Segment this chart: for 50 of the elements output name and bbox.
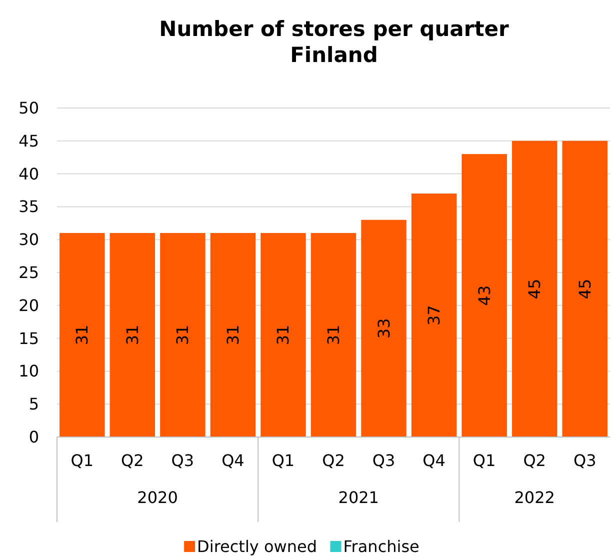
x-tick-label: Q4 xyxy=(422,451,446,470)
x-tick-label: Q3 xyxy=(372,451,396,470)
data-label: 43 xyxy=(474,285,494,306)
y-tick-label: 40 xyxy=(18,164,39,184)
x-tick-label: Q1 xyxy=(472,451,496,470)
legend-label: Directly owned xyxy=(197,537,317,556)
x-tick-label: Q3 xyxy=(573,451,596,470)
y-tick-label: 5 xyxy=(28,394,39,414)
y-tick-label: 0 xyxy=(28,428,39,446)
legend-label: Franchise xyxy=(343,537,420,556)
bar xyxy=(110,233,156,437)
y-tick-label: 50 xyxy=(18,98,39,118)
bar xyxy=(562,140,608,437)
data-label: 31 xyxy=(173,324,192,346)
bar xyxy=(60,233,105,437)
data-label: 37 xyxy=(424,305,444,326)
y-tick-label: 45 xyxy=(18,131,39,150)
y-tick-label: 35 xyxy=(18,197,39,216)
y-tick-label: 20 xyxy=(18,296,39,315)
bar xyxy=(160,233,206,437)
bar xyxy=(210,233,256,437)
data-label: 45 xyxy=(525,278,544,300)
bar xyxy=(411,194,457,437)
data-label: 31 xyxy=(274,324,293,346)
x-tick-label: Q2 xyxy=(322,451,345,470)
data-label: 31 xyxy=(122,324,142,346)
text: 2020 xyxy=(137,488,178,507)
data-label: 45 xyxy=(575,278,594,300)
data-label: 31 xyxy=(72,324,92,346)
x-tick-label: Q1 xyxy=(272,451,295,470)
bar xyxy=(310,233,356,437)
bar xyxy=(512,140,558,437)
x-tick-label: Q3 xyxy=(171,451,194,470)
bar xyxy=(260,233,306,437)
x-tick-label: Q2 xyxy=(523,451,546,470)
bar xyxy=(462,154,507,437)
chart-title: Number of stores per quarter Finland xyxy=(159,17,510,67)
data-label: 31 xyxy=(324,324,343,346)
y-tick-label: 30 xyxy=(18,230,39,250)
x-tick-label: Q4 xyxy=(222,451,244,470)
text: 2022 xyxy=(514,488,555,507)
bar xyxy=(361,220,406,437)
y-tick-label: 25 xyxy=(18,263,39,282)
data-label: 31 xyxy=(223,324,242,346)
x-tick-label: Q1 xyxy=(70,451,94,470)
y-tick-label: 15 xyxy=(18,328,39,348)
text: 2021 xyxy=(338,488,379,507)
y-tick-label: 10 xyxy=(18,362,39,381)
data-label: 33 xyxy=(374,318,394,339)
x-tick-label: Q2 xyxy=(121,451,144,470)
